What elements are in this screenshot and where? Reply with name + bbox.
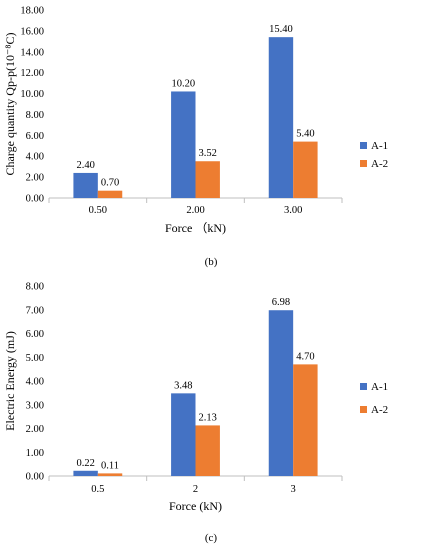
figure-caption: (b) <box>205 256 218 268</box>
x-tick-label: 3.00 <box>284 205 302 216</box>
x-tick-label: 0.5 <box>91 484 104 495</box>
x-tick-label: 2.00 <box>186 205 204 216</box>
y-tick-label: 8.00 <box>26 110 44 121</box>
bar-a-2 <box>97 473 123 476</box>
legend-label: A-2 <box>371 404 388 416</box>
bar-a-1 <box>171 393 196 476</box>
legend-swatch-a-2 <box>360 160 367 167</box>
y-tick-label: 16.00 <box>20 26 44 37</box>
data-label: 10.20 <box>171 78 195 89</box>
y-tick-label: 7.00 <box>26 305 44 316</box>
x-tick-label: 0.50 <box>89 205 107 216</box>
legend-swatch-a-1 <box>360 383 367 390</box>
y-axis-title: Electric Energy (mJ) <box>3 331 17 431</box>
legend-label: A-1 <box>371 140 388 152</box>
data-label: 0.11 <box>101 460 119 471</box>
bar-a-1 <box>268 37 294 199</box>
chart-b-charge-quantity: 0.00 2.00 4.00 6.00 8.00 10.00 12.00 14.00 16.00… <box>3 6 388 269</box>
data-label: 15.40 <box>269 24 293 35</box>
y-tick-label: 10.00 <box>20 89 44 100</box>
y-tick-label: 0.00 <box>26 194 44 205</box>
data-label: 3.52 <box>199 148 217 159</box>
legend-label: A-1 <box>371 381 388 393</box>
y-tick-label: 12.00 <box>20 68 44 79</box>
y-tick-label: 18.00 <box>20 6 44 17</box>
figure-caption: (c) <box>205 532 218 544</box>
legend-swatch-a-1 <box>360 142 367 149</box>
x-axis-title: Force （kN) <box>165 221 226 235</box>
y-tick-label: 4.00 <box>26 377 44 388</box>
data-label: 4.70 <box>296 351 314 362</box>
y-tick-label: 3.00 <box>26 400 44 411</box>
y-tick-label: 14.00 <box>20 47 44 58</box>
data-label: 2.40 <box>76 160 94 171</box>
y-axis-title: Charge quantity Qp-p(10⁻⁸C) <box>3 33 17 176</box>
bar-a-2 <box>293 364 318 476</box>
bar-a-1 <box>73 172 98 198</box>
data-label: 5.40 <box>296 129 314 140</box>
y-tick-label: 8.00 <box>26 282 44 293</box>
y-tick-label: 1.00 <box>26 448 44 459</box>
data-label: 0.22 <box>76 458 94 469</box>
bar-a-1 <box>171 91 196 198</box>
bar-a-1 <box>73 470 98 476</box>
bar-a-1 <box>268 310 294 476</box>
x-axis-title: Force (kN) <box>169 499 222 513</box>
y-tick-label: 4.00 <box>26 152 44 163</box>
data-label: 2.13 <box>199 412 217 423</box>
x-tick-label: 3 <box>291 484 296 495</box>
bar-a-2 <box>195 161 220 198</box>
bar-a-2 <box>97 190 123 198</box>
x-tick-label: 2 <box>193 484 198 495</box>
y-tick-label: 6.00 <box>26 329 44 340</box>
y-tick-label: 2.00 <box>26 424 44 435</box>
legend-swatch-a-2 <box>360 406 367 413</box>
bar-a-2 <box>293 141 318 198</box>
data-label: 6.98 <box>272 297 290 308</box>
data-label: 3.48 <box>174 380 192 391</box>
chart-c-electric-energy: 0.00 1.00 2.00 3.00 4.00 5.00 6.00 7.00 8.00 0.5 0… <box>3 282 388 545</box>
y-tick-label: 0.00 <box>26 472 44 483</box>
legend-label: A-2 <box>371 158 388 170</box>
y-tick-label: 6.00 <box>26 131 44 142</box>
y-tick-label: 5.00 <box>26 353 44 364</box>
bar-a-2 <box>195 425 220 476</box>
data-label: 0.70 <box>101 178 119 189</box>
y-tick-label: 2.00 <box>26 173 44 184</box>
